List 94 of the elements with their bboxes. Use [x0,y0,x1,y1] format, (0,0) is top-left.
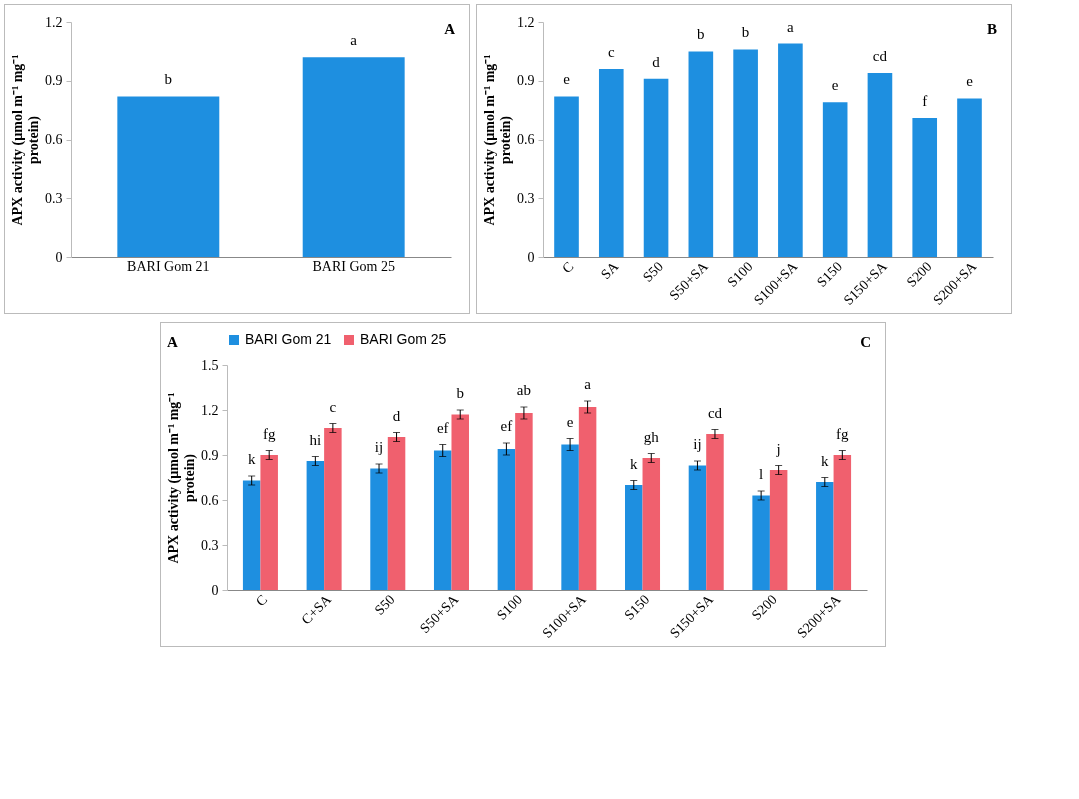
bar [822,102,848,257]
y-tick-label: 0.3 [201,537,219,553]
x-tick-label: C [253,591,271,610]
data-label: ij [693,436,702,452]
data-label: gh [643,428,660,445]
y-tick-label: 0.6 [45,132,63,147]
data-label: hi [309,431,322,448]
bar [554,96,579,257]
bar [643,78,669,257]
text: C [860,334,871,350]
legend-label: BARI Gom 25 [360,331,447,347]
bar [625,485,643,590]
data-label: e [563,71,571,88]
y-tick-label: 0 [211,582,219,598]
bar [816,482,834,590]
bar [752,495,770,590]
y-tick-label: 1.2 [201,402,219,418]
y-axis-title: APX activity (µmol m⁻¹ mg⁻¹ protein) [482,54,514,226]
y-tick-label: 1.5 [201,357,219,373]
x-tick-label: BARI Gom 25 [312,258,395,274]
data-label: ef [500,418,513,434]
data-label: e [566,413,574,430]
bar [706,434,724,590]
annotation: A [444,21,456,37]
data-label: fg [262,425,276,442]
x-tick-label: S50 [371,591,398,618]
x-tick-label: BARI Gom 21 [127,258,210,274]
data-label: k [630,455,639,472]
bar [433,450,452,590]
y-tick-label: 0.9 [201,447,219,463]
bar [769,470,788,590]
bar [688,51,714,257]
data-label: a [787,18,795,35]
data-label: a [584,376,592,392]
bar [242,480,261,590]
bar [497,449,516,590]
y-tick-label: 0 [55,249,63,265]
x-tick-label: S50 [639,258,666,285]
bar [370,468,388,590]
x-tick-label: C [559,258,577,277]
data-label: b [741,24,750,41]
y-tick-label: 0.9 [45,73,63,89]
data-label: ij [374,439,384,455]
bar [867,72,893,257]
bar [733,49,758,257]
bar [306,461,325,590]
y-tick-label: 1.2 [45,14,63,30]
y-tick-label: 0.6 [517,132,535,147]
data-label: d [652,53,661,70]
y-axis-title: APX activity (µmol m⁻¹ mg⁻¹ protein) [166,392,198,564]
bar [260,455,278,590]
bar [642,458,661,590]
bar [598,69,624,257]
bar [561,444,579,590]
bar [451,414,469,590]
bar [778,43,803,257]
y-tick-label: 0.3 [45,190,63,206]
y-tick-label: 0.6 [201,492,219,508]
y-tick-label: 0.3 [517,190,535,206]
data-label: cd [707,404,723,421]
data-label: c [607,44,615,60]
annotation: B [986,21,997,37]
data-label: e [831,77,839,94]
data-label: e [966,73,974,90]
bar [515,413,533,590]
data-label: fg [836,425,850,442]
data-label: l [759,466,764,482]
data-label: b [697,26,705,43]
bar [957,98,982,257]
y-axis-title: APX activity (µmol m⁻¹ mg⁻¹ protein) [10,54,42,226]
data-label: a [350,32,358,49]
data-label: j [775,440,781,457]
x-tick-label: SA [597,258,622,283]
bar [387,437,406,590]
data-label: k [821,452,830,469]
data-label: c [329,398,337,415]
data-label: b [456,385,464,401]
data-label: k [247,451,256,467]
bar [688,465,707,590]
text: A [167,334,178,350]
data-label: cd [872,47,888,64]
y-tick-label: 1.2 [517,14,535,30]
data-label: b [164,71,173,88]
legend-label: BARI Gom 21 [245,331,332,347]
y-tick-label: 0.9 [517,73,535,89]
bar [912,117,938,257]
data-label: d [392,407,401,424]
bar [324,428,342,590]
y-tick-label: 0 [527,249,535,265]
bar [833,455,852,590]
bar [578,407,597,590]
data-label: ab [516,382,531,398]
data-label: f [922,92,928,109]
data-label: ef [436,419,449,436]
